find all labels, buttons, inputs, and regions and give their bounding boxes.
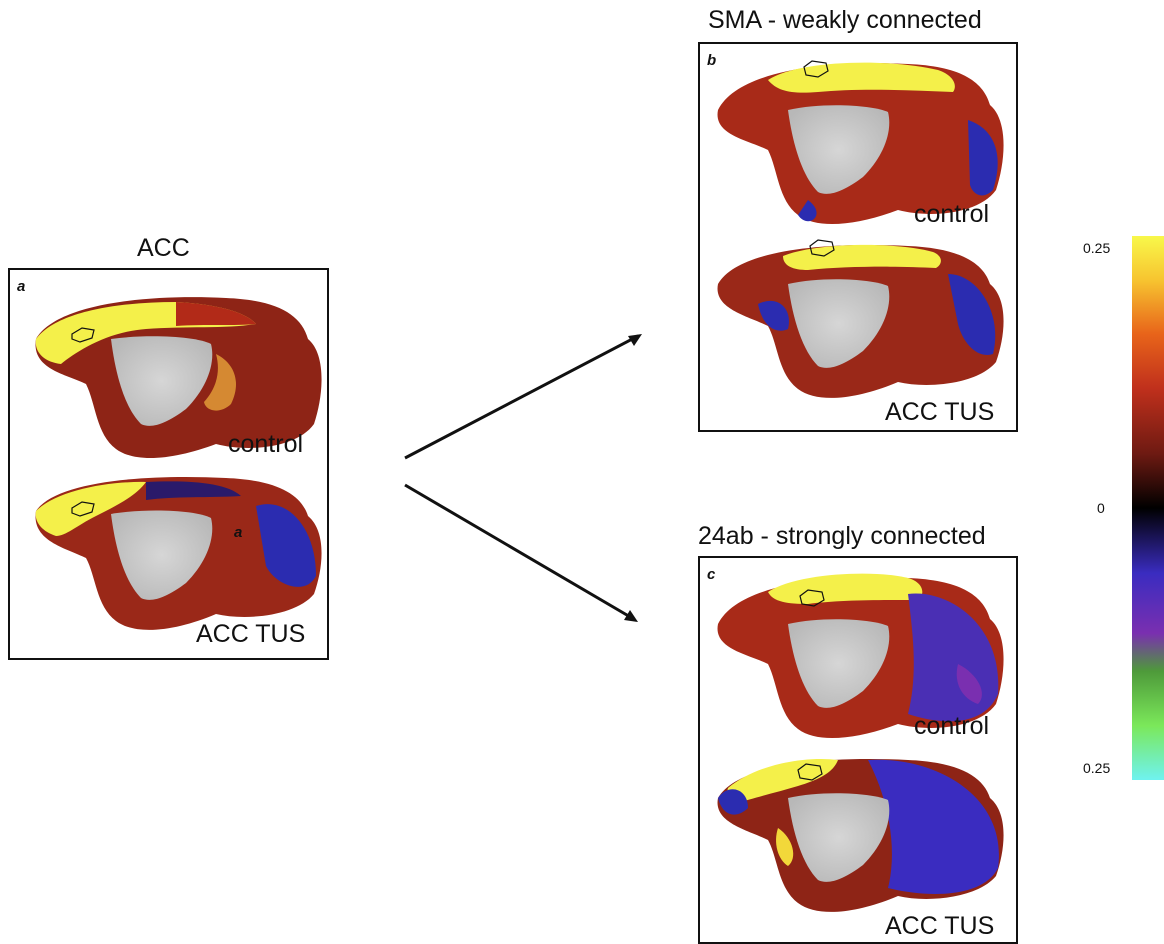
colorbar bbox=[1132, 236, 1164, 780]
panel-a-inner-letter: a bbox=[234, 524, 243, 541]
brain-a-control-image bbox=[35, 297, 322, 459]
panel-a-letter: a bbox=[17, 278, 26, 295]
panel-a: a control a ACC TUS bbox=[8, 268, 329, 660]
panel-b-letter: b bbox=[707, 52, 717, 69]
panel-a-control-label: control bbox=[228, 430, 304, 458]
arrow-to-24ab bbox=[404, 483, 638, 622]
panel-c-tus-label: ACC TUS bbox=[885, 912, 995, 940]
colorbar-mid-label: 0 bbox=[1097, 500, 1105, 516]
brain-c-tus-image bbox=[717, 758, 1004, 912]
panel-c: c control ACC TUS bbox=[698, 556, 1018, 944]
panel-b-title: SMA - weakly connected bbox=[708, 6, 982, 34]
panel-a-tus-label: ACC TUS bbox=[196, 620, 306, 648]
panel-b-tus-label: ACC TUS bbox=[885, 398, 995, 426]
brain-b-control-image bbox=[717, 60, 1004, 225]
panel-b: b control ACC TUS bbox=[698, 42, 1018, 432]
panel-b-control-label: control bbox=[914, 200, 990, 228]
brain-b-tus-image bbox=[717, 239, 1004, 398]
panel-c-control-label: control bbox=[914, 712, 990, 740]
colorbar-bottom-label: 0.25 bbox=[1083, 760, 1111, 776]
brain-c-control-image bbox=[717, 573, 1004, 739]
panel-c-letter: c bbox=[707, 566, 716, 583]
brain-a-tus-image bbox=[35, 476, 322, 630]
colorbar-top-label: 0.25 bbox=[1083, 240, 1111, 256]
arrow-to-sma bbox=[404, 334, 642, 460]
panel-a-title: ACC bbox=[137, 234, 190, 262]
panel-c-title: 24ab - strongly connected bbox=[698, 522, 986, 550]
